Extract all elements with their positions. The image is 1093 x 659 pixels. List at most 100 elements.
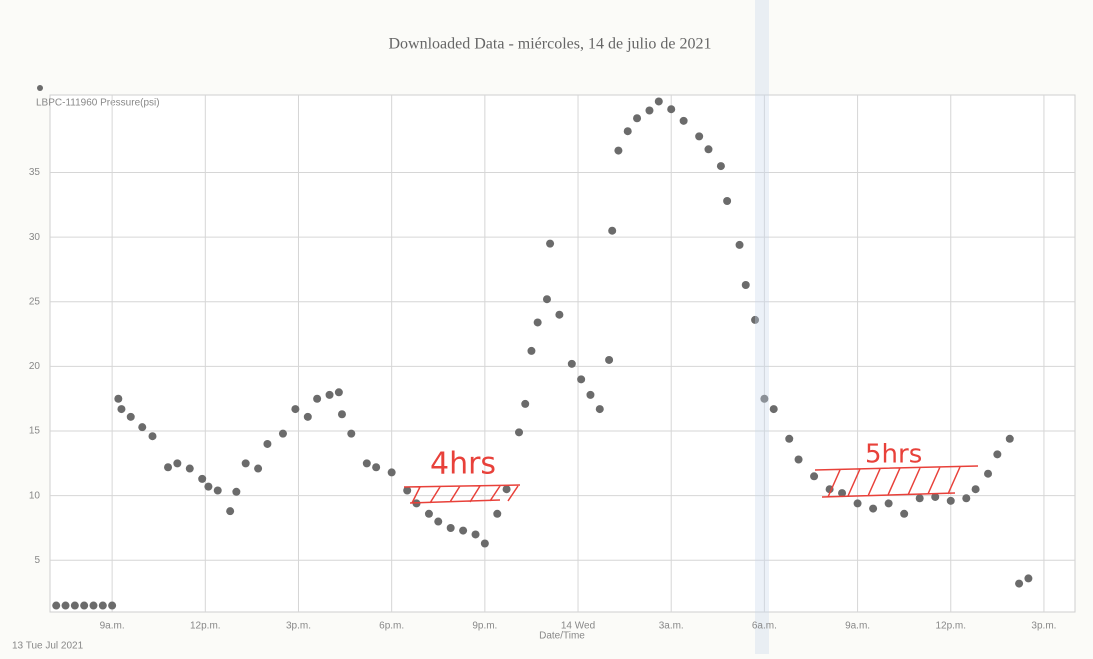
data-point [760, 394, 769, 403]
y-tick-label: 5 [34, 555, 40, 566]
chart-title: Downloaded Data - miércoles, 14 de julio… [388, 36, 711, 53]
data-point [751, 315, 760, 324]
data-point [810, 472, 819, 481]
x-tick-label: 3p.m. [1031, 621, 1056, 632]
data-point [198, 474, 207, 483]
y-tick-label: 30 [29, 232, 41, 243]
data-point [769, 405, 778, 414]
data-point [900, 509, 909, 518]
data-point [232, 487, 241, 496]
plot-area [49, 94, 1076, 613]
data-point [654, 97, 663, 106]
x-tick-label: 9a.m. [845, 621, 870, 632]
data-point [89, 601, 98, 610]
data-point [884, 499, 893, 508]
data-point [493, 509, 502, 518]
data-point [403, 486, 412, 495]
data-point [98, 601, 107, 610]
data-point [946, 496, 955, 505]
data-point [254, 464, 263, 473]
data-point [226, 507, 235, 516]
data-point [434, 517, 443, 526]
data-point [853, 499, 862, 508]
x-tick-label: 3a.m. [659, 621, 684, 632]
data-point [213, 486, 222, 495]
data-point [546, 239, 555, 248]
data-point [278, 429, 287, 438]
x-tick-label: 9a.m. [100, 621, 125, 632]
data-point [667, 105, 676, 114]
data-point [372, 463, 381, 472]
data-point [325, 390, 334, 399]
data-point [471, 530, 480, 539]
data-point [52, 601, 61, 610]
data-point [735, 240, 744, 249]
data-point [138, 423, 147, 432]
data-point [334, 388, 343, 397]
hatch [403, 484, 521, 504]
data-point [723, 196, 732, 205]
x-tick-label: 3p.m. [286, 621, 311, 632]
data-point [586, 390, 595, 399]
data-point [291, 405, 300, 414]
data-point [204, 482, 213, 491]
scan-artifact [755, 0, 769, 654]
data-point [126, 412, 135, 421]
data-point [303, 412, 312, 421]
data-point [993, 450, 1002, 459]
legend-label: LBPC-111960 Pressure(psi) [36, 98, 160, 109]
data-point [605, 355, 614, 364]
data-point [446, 523, 455, 532]
legend: LBPC-111960 Pressure(psi) [36, 85, 160, 109]
annotation: 4hrs [430, 447, 496, 482]
data-point [521, 399, 530, 408]
date-label: 13 Tue Jul 2021 [12, 641, 84, 652]
x-tick-label: 12p.m. [190, 621, 221, 632]
data-point [164, 463, 173, 472]
y-tick-label: 20 [29, 361, 41, 372]
data-point [70, 601, 79, 610]
data-point [704, 145, 713, 154]
annotation: 5hrs [865, 440, 922, 470]
handwriting [403, 465, 979, 504]
data-point [337, 410, 346, 419]
data-point [679, 116, 688, 125]
data-point [108, 601, 117, 610]
data-point [502, 485, 511, 494]
x-tick-label: 6p.m. [379, 621, 404, 632]
data-point [623, 127, 632, 136]
data-point [716, 162, 725, 171]
x-axis-label: Date/Time [539, 631, 585, 642]
data-point [117, 405, 126, 414]
data-point [347, 429, 356, 438]
data-point [362, 459, 371, 468]
data-point [1015, 579, 1024, 588]
data-point [61, 601, 70, 610]
data-point [387, 468, 396, 477]
data-point [633, 114, 642, 123]
data-point [645, 106, 654, 115]
y-tick-label: 15 [29, 426, 41, 437]
data-point [542, 295, 551, 304]
data-point [567, 359, 576, 368]
data-point [533, 318, 542, 327]
data-point [741, 280, 750, 289]
data-point [114, 394, 123, 403]
data-point [241, 459, 250, 468]
data-point [608, 226, 617, 235]
data-point [80, 601, 89, 610]
data-point [577, 375, 586, 384]
legend-marker [37, 85, 43, 91]
data-point [915, 494, 924, 503]
data-point [555, 310, 564, 319]
data-point [595, 405, 604, 414]
x-tick-label: 14 Wed [561, 621, 595, 632]
data-point [263, 439, 272, 448]
data-point [424, 509, 433, 518]
data-point [838, 489, 847, 498]
y-tick-label: 25 [29, 296, 41, 307]
grid [50, 95, 1075, 612]
data-point [480, 539, 489, 548]
data-point [173, 459, 182, 468]
